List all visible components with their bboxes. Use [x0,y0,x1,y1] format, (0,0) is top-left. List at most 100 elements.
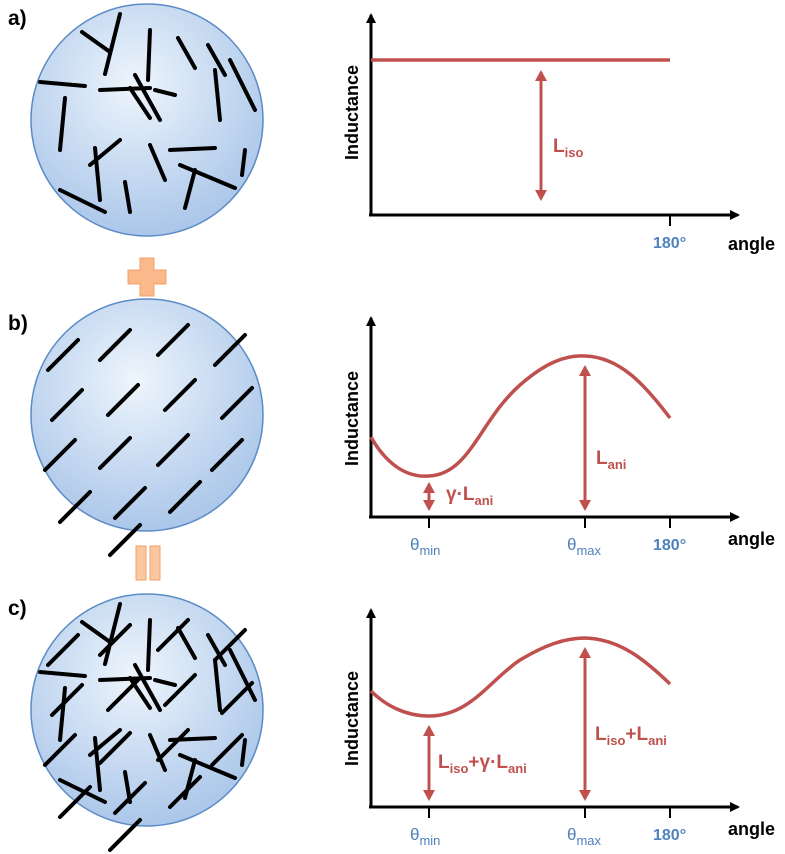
stick [98,623,132,657]
stick [128,86,152,120]
stick [103,602,122,666]
stick [163,378,197,412]
stick [176,36,197,70]
stick [213,333,247,367]
stick [80,620,112,644]
stick [240,738,247,767]
stick [50,388,84,422]
stick [228,648,257,702]
stick [210,438,244,472]
stick [213,628,247,662]
stick [228,58,257,112]
plus-sign-icon [127,257,167,297]
stick [168,480,202,514]
stick [213,68,222,122]
stick [156,323,190,357]
stick [178,163,237,190]
plot-c: Liso+γ·Lani Liso+Lani Inductance θmin θm… [342,608,775,848]
stick [156,433,190,467]
xlabel-b: angle [728,529,775,549]
stick [113,486,147,520]
stick [123,180,132,214]
equals-sign-icon [135,545,161,581]
plot-a: Liso Inductance 180° angle [342,13,775,254]
stick [103,12,122,76]
stick [163,673,197,707]
stick [58,778,107,804]
stick [178,753,237,780]
stick [38,80,87,88]
stick [58,490,92,524]
stick [206,43,227,77]
stick [213,658,222,712]
stick [38,670,87,678]
ylabel-a: Inductance [342,65,362,160]
stick [153,678,177,687]
panel-label-a: a) [8,7,27,30]
stick [98,328,132,362]
stick [43,733,77,767]
stick [146,618,152,672]
stick [153,88,177,97]
label-lani-b: Lani [596,448,626,472]
stick [148,733,167,772]
stick [108,523,142,557]
disc-combined [30,593,264,852]
stick [146,28,152,82]
stick [108,818,142,852]
stick [58,686,67,742]
theta-min-label-c: θmin [410,825,440,848]
tick-label-180-a: 180° [653,235,686,252]
stick [106,678,140,712]
stick [133,663,162,712]
stick [58,96,67,152]
stick [183,168,197,210]
theta-max-label-b: θmax [567,535,602,558]
stick [46,338,80,372]
stick [240,148,247,177]
stick [156,618,190,652]
stick [148,143,167,182]
panel-label-c: c) [8,597,27,620]
xlabel-a: angle [728,234,775,254]
theta-max-label-c: θmax [567,825,602,848]
curve-c [369,636,672,718]
tick-label-180-c: 180° [653,827,686,844]
stick [220,386,254,420]
label-liso-a: Liso [553,136,583,160]
stick [46,633,80,667]
tick-label-180-b: 180° [653,537,686,554]
stick [220,681,254,715]
stick [58,188,107,214]
label-gamma-lani-b: γ·Lani [446,484,493,508]
theta-min-label-b: θmin [410,535,440,558]
stick [43,438,77,472]
stick [210,733,244,767]
stick [93,736,102,792]
plot-b: γ·Lani Lani Inductance θmin θmax 180° an… [342,316,775,558]
label-liso-lani-c: Liso+Lani [595,724,667,748]
stick [80,30,112,54]
ylabel-b: Inductance [342,371,362,466]
stick [176,626,197,660]
stick [93,146,102,202]
stick [113,781,147,815]
ylabel-c: Inductance [342,671,362,766]
stick [106,383,140,417]
xlabel-c: angle [728,819,775,839]
panel-label-b: b) [8,312,28,335]
stick [58,785,92,819]
stick [98,731,132,765]
label-liso-gamma-lani-c: Liso+γ·Lani [438,752,527,776]
disc-isotropic [30,3,264,237]
stick [168,775,202,809]
disc-anisotropic [30,298,264,557]
stick [133,73,162,122]
curve-b [369,354,672,478]
stick [206,633,227,667]
stick [50,683,84,717]
stick [156,728,190,762]
stick [98,436,132,470]
stick [168,146,217,152]
